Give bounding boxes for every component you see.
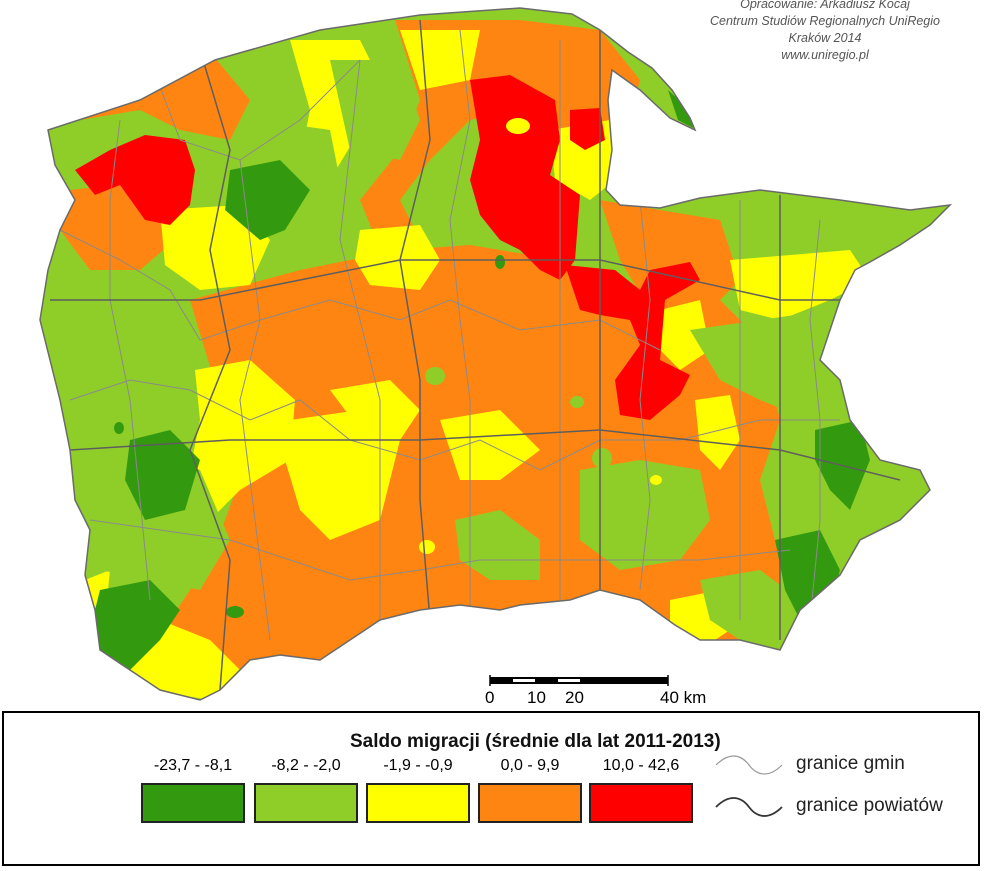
legend-class-1: -23,7 - -8,1 (141, 757, 245, 823)
legend-powiat-label: granice powiatów (796, 795, 943, 816)
legend-title: Saldo migracji (średnie dla lat 2011-201… (350, 731, 721, 752)
scale-tick-40: 40 km (660, 688, 707, 707)
scale-tick-10: 10 (527, 688, 546, 707)
scale-tick-20: 20 (565, 688, 584, 707)
legend-class-label: 10,0 - 42,6 (602, 757, 680, 774)
legend-swatch (589, 783, 693, 823)
legend-class-2: -8,2 - -2,0 (254, 757, 358, 823)
credit-website: www.uniregio.pl (781, 48, 869, 62)
credit-author: Opracowanie: Arkadiusz Kocaj (740, 0, 910, 11)
region-outline (39, 7, 953, 701)
scale-bar (489, 675, 669, 686)
legend-class-label: -1,9 - -0,9 (383, 757, 453, 774)
credit-place-year: Kraków 2014 (788, 31, 862, 45)
scale-tick-0: 0 (485, 688, 495, 707)
legend-gmina-label: granice gmin (796, 753, 905, 774)
legend-powiat-boundary: granice powiatów (714, 793, 974, 823)
municipality-fills (40, 8, 950, 700)
credit-institution: Centrum Studiów Regionalnych UniRegio (710, 14, 940, 28)
legend-swatch (254, 783, 358, 823)
legend: Saldo migracji (średnie dla lat 2011-201… (2, 711, 980, 866)
legend-class-3: -1,9 - -0,9 (366, 757, 470, 823)
legend-swatch (478, 783, 582, 823)
legend-swatch (141, 783, 245, 823)
thick-line-symbol (715, 797, 783, 817)
legend-class-label: -23,7 - -8,1 (153, 757, 233, 774)
choropleth-map (39, 7, 953, 701)
legend-gmina-boundary: granice gmin (714, 751, 974, 781)
legend-class-5: 10,0 - 42,6 (589, 757, 693, 823)
legend-class-label: -8,2 - -2,0 (271, 757, 341, 774)
legend-class-4: 0,0 - 9,9 (478, 757, 582, 823)
legend-class-label: 0,0 - 9,9 (500, 757, 560, 774)
map-credit: Opracowanie: Arkadiusz Kocaj Centrum Stu… (690, 0, 960, 64)
thin-line-symbol (715, 755, 783, 775)
legend-swatch (366, 783, 470, 823)
